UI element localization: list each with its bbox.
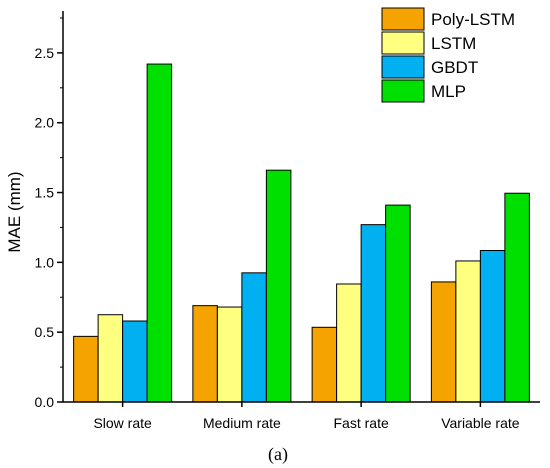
x-tick-label: Fast rate (334, 415, 389, 431)
bar-mlp-0 (146, 63, 173, 403)
legend-label: Poly-LSTM (431, 10, 515, 29)
legend-swatch (381, 55, 425, 79)
bar-lstm-3 (455, 260, 481, 403)
y-tick-label: 0.5 (35, 324, 55, 340)
bar-gbdt-3 (479, 249, 506, 403)
bar-poly-lstm-3 (430, 281, 457, 403)
bar-mlp-1 (265, 169, 292, 403)
y-tick-label: 1.5 (35, 185, 55, 201)
x-tick-label: Variable rate (441, 415, 520, 431)
legend-label: LSTM (431, 34, 476, 53)
bar-mlp-3 (504, 192, 530, 403)
figure-caption: (a) (268, 444, 288, 465)
y-tick-label: 2.5 (35, 45, 55, 61)
y-tick-label: 0.0 (35, 394, 55, 410)
y-tick-label: 1.0 (35, 254, 55, 270)
y-axis-title: MAE (mm) (5, 171, 24, 252)
x-tick-label: Medium rate (203, 415, 281, 431)
bar-gbdt-1 (241, 272, 267, 403)
y-ticks-group: 0.0 0.5 1.0 1.5 2.0 2.5 (35, 17, 63, 410)
bar-poly-lstm-1 (192, 305, 218, 403)
bar-gbdt-0 (122, 320, 148, 403)
bar-mlp-2 (385, 204, 411, 403)
bar-lstm-1 (216, 306, 243, 403)
legend-label: GBDT (431, 58, 478, 77)
legend: Poly-LSTM LSTM GBDT MLP (381, 7, 515, 103)
bar-poly-lstm-2 (311, 326, 338, 403)
x-ticks-group: Slow rate Medium rate Fast rate Variable ra… (93, 402, 520, 431)
legend-swatch (381, 79, 425, 103)
bar-gbdt-2 (360, 224, 387, 403)
bars-group (73, 63, 530, 403)
legend-swatch (381, 7, 425, 31)
legend-label: MLP (431, 82, 466, 101)
bar-lstm-2 (336, 283, 362, 403)
x-tick-label: Slow rate (93, 415, 152, 431)
axes-group (62, 11, 540, 403)
y-tick-label: 2.0 (35, 115, 55, 131)
legend-swatch (381, 31, 425, 55)
bar-lstm-0 (97, 314, 124, 403)
bar-poly-lstm-0 (73, 335, 99, 403)
